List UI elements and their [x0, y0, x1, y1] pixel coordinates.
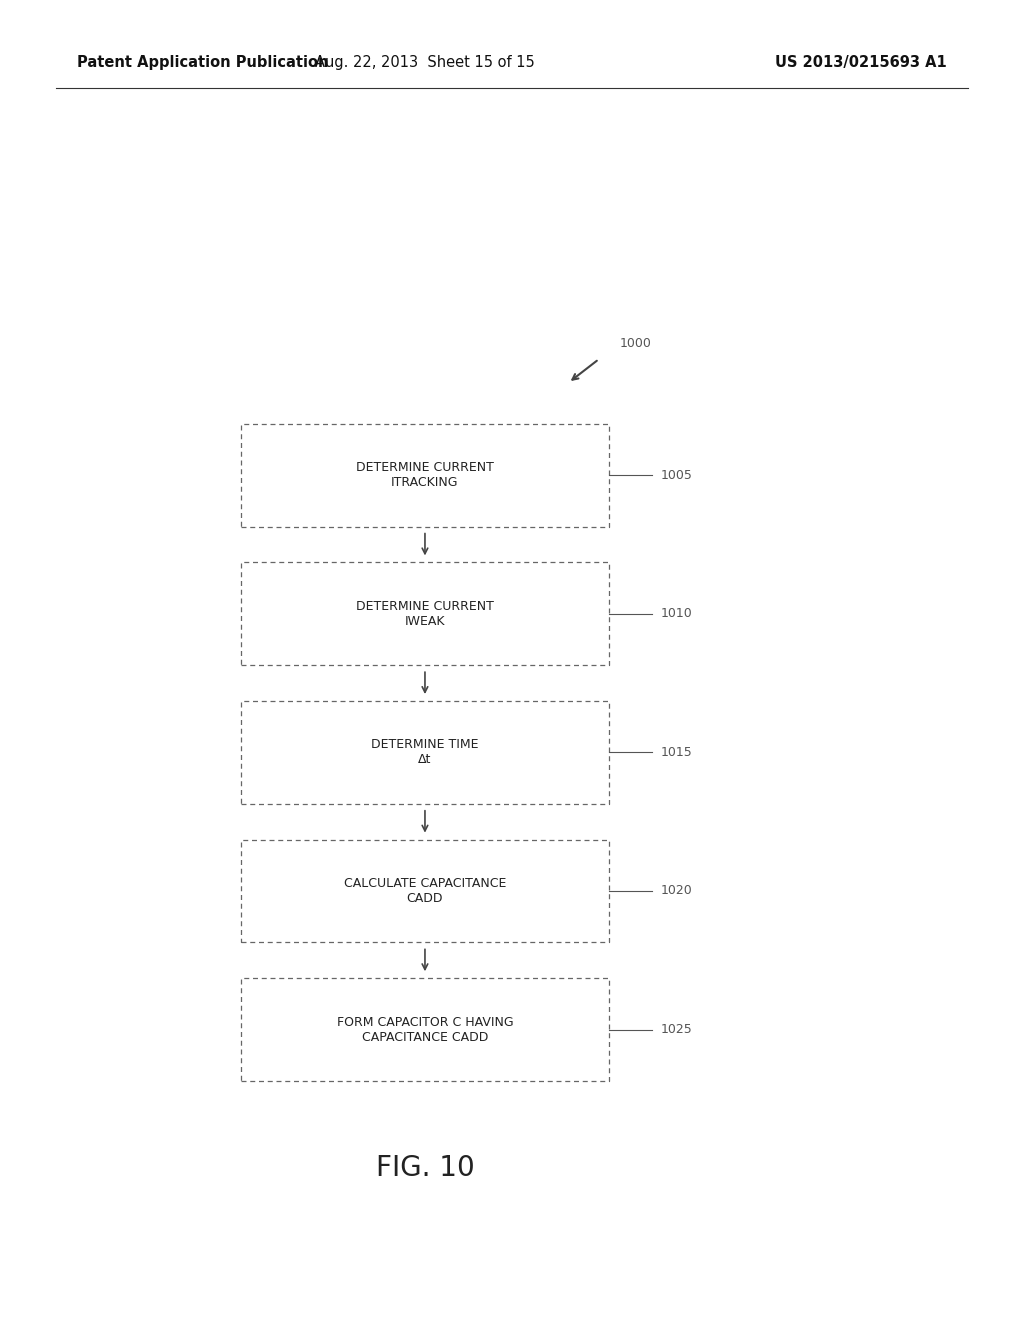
Text: DETERMINE CURRENT
IWEAK: DETERMINE CURRENT IWEAK [356, 599, 494, 628]
Bar [241, 701, 609, 804]
Bar [241, 978, 609, 1081]
Text: 1015: 1015 [660, 746, 692, 759]
Text: US 2013/0215693 A1: US 2013/0215693 A1 [775, 55, 947, 70]
Bar [241, 840, 609, 942]
Text: 1005: 1005 [660, 469, 692, 482]
Text: CALCULATE CAPACITANCE
CADD: CALCULATE CAPACITANCE CADD [344, 876, 506, 906]
Bar [241, 424, 609, 527]
Text: 1025: 1025 [660, 1023, 692, 1036]
Text: DETERMINE TIME
Δt: DETERMINE TIME Δt [372, 738, 478, 767]
Text: 1020: 1020 [660, 884, 692, 898]
Text: DETERMINE CURRENT
ITRACKING: DETERMINE CURRENT ITRACKING [356, 461, 494, 490]
Text: 1010: 1010 [660, 607, 692, 620]
Text: 1000: 1000 [620, 337, 651, 350]
Text: FORM CAPACITOR C HAVING
CAPACITANCE CADD: FORM CAPACITOR C HAVING CAPACITANCE CADD [337, 1015, 513, 1044]
Text: Patent Application Publication: Patent Application Publication [77, 55, 329, 70]
Bar [241, 562, 609, 665]
Text: Aug. 22, 2013  Sheet 15 of 15: Aug. 22, 2013 Sheet 15 of 15 [315, 55, 535, 70]
Text: FIG. 10: FIG. 10 [376, 1154, 474, 1183]
